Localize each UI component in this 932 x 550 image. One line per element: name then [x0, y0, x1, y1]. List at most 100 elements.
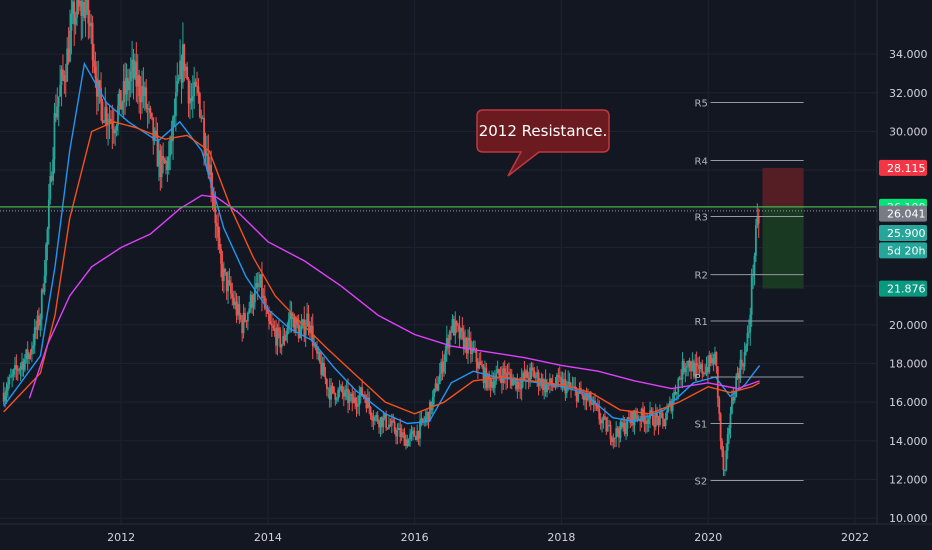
candle-body [389, 424, 392, 426]
candle-body [206, 153, 208, 156]
candle-body [237, 303, 239, 316]
candle-body [484, 367, 486, 383]
candle-body [633, 410, 636, 426]
candle-body [524, 370, 527, 378]
candle-body [42, 289, 45, 292]
time-axis[interactable]: 2012 2014 2016 2018 2020 2022 [107, 531, 869, 544]
candle-body [40, 289, 43, 319]
candle-body [670, 401, 673, 412]
candle-body [309, 325, 311, 334]
candle-body [465, 338, 468, 354]
candle-body [39, 318, 42, 326]
candle-body [747, 332, 750, 334]
candle-body [753, 255, 756, 275]
candle-body [572, 386, 575, 388]
candle-body [729, 413, 732, 429]
candle-body [478, 361, 481, 369]
candle-body [132, 59, 135, 79]
candle-body [238, 303, 241, 316]
candle-body [174, 92, 177, 116]
horizontal-levels [0, 206, 877, 212]
candle-body [25, 349, 28, 360]
candle-body [632, 412, 635, 426]
candle-body [636, 416, 639, 420]
candle-body [273, 328, 276, 332]
candle-body [420, 418, 423, 421]
candle-body [287, 319, 290, 329]
y-tick-label: 34.000 [889, 48, 928, 61]
candle-body [587, 397, 589, 401]
candle-body [125, 77, 128, 95]
candle-body [66, 48, 69, 82]
candle-body [64, 81, 67, 83]
candle-body [660, 412, 663, 414]
candle-body [725, 450, 728, 470]
candle-body [357, 405, 359, 407]
callout-bubble[interactable] [476, 109, 610, 177]
candle-body [114, 130, 117, 134]
candle-body [530, 367, 533, 369]
price-badge-label: 26.041 [887, 208, 926, 221]
candle-body [488, 373, 491, 380]
candle-body [306, 313, 309, 327]
candle-body [159, 150, 162, 178]
candle-body [242, 312, 245, 334]
candle-body [359, 387, 362, 396]
candle-body [551, 385, 554, 387]
candle-body [417, 430, 420, 439]
ma-line-ema-fast [3, 61, 761, 425]
candle-body [183, 44, 186, 71]
candle-body [146, 108, 149, 110]
annotation-callout[interactable]: 2012 Resistance. [476, 109, 610, 177]
candle-body [605, 418, 608, 432]
candle-body [701, 363, 704, 374]
candle-body [169, 136, 172, 157]
candle-body [683, 361, 685, 373]
candle-body [179, 60, 181, 79]
candle-body [419, 420, 421, 439]
candle-body [650, 410, 653, 412]
candle-body [697, 365, 699, 367]
candle-body [517, 381, 520, 388]
candle-body [208, 164, 211, 175]
candle-body [510, 377, 513, 386]
candle-body [371, 415, 373, 421]
candle-body [46, 229, 49, 245]
x-tick-label: 2012 [107, 531, 135, 544]
candle-body [228, 280, 231, 283]
candle-body [129, 71, 132, 82]
candle-body [567, 381, 570, 385]
candle-body [630, 412, 633, 424]
ma-line-sma-long [28, 194, 760, 399]
candle-body [358, 395, 361, 406]
candle-body [410, 431, 413, 435]
candle-body [395, 431, 397, 437]
candle-body [70, 13, 73, 31]
candle-body [43, 275, 46, 292]
candle-body [376, 415, 379, 422]
candle-body [561, 379, 564, 388]
candle-body [369, 407, 372, 416]
candle-body [434, 383, 437, 389]
candle-body [74, 17, 77, 25]
candle-body [599, 419, 602, 424]
candle-body [78, 0, 81, 7]
candle-body [268, 313, 270, 322]
candle-body [102, 122, 105, 124]
candle-body [732, 397, 735, 401]
candle-body [738, 372, 740, 379]
price-badge [879, 280, 927, 297]
candle-body [93, 60, 95, 67]
candle-body [214, 206, 217, 224]
candle-body [509, 373, 512, 378]
candle-body [196, 85, 198, 87]
candle-body [603, 416, 606, 419]
stop-loss-zone [762, 167, 804, 207]
candle-body [23, 359, 26, 370]
candle-body [708, 354, 711, 373]
candle-body [201, 117, 204, 119]
candle-body [447, 338, 450, 348]
price-badge [879, 224, 927, 241]
candle-body [355, 403, 358, 407]
